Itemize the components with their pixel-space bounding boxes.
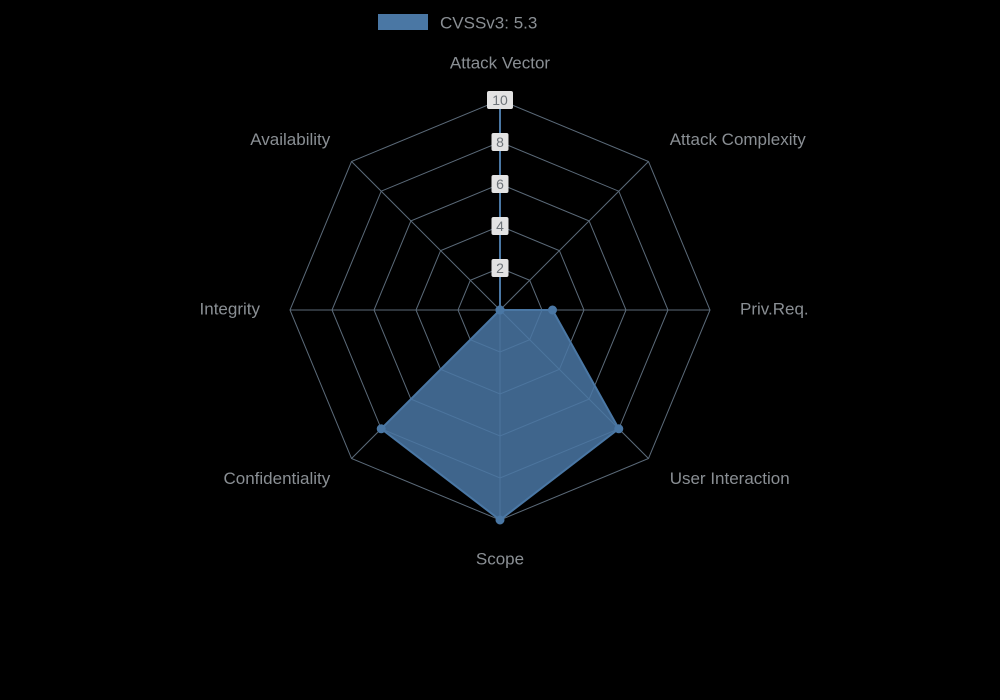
axis-label: Attack Complexity: [670, 130, 807, 149]
chart-legend: CVSSv3: 5.3: [378, 13, 537, 32]
tick-label: 10: [492, 92, 508, 108]
tick-label: 6: [496, 176, 504, 192]
axis-label: Availability: [250, 130, 331, 149]
tick-label: 8: [496, 134, 504, 150]
cvss-radar-chart: 2 4 6 8 10 Attack Vector Attack Complexity Priv…: [0, 0, 1000, 700]
axis-label: Scope: [476, 549, 524, 568]
axis-label: User Interaction: [670, 469, 790, 488]
legend-swatch: [378, 14, 428, 30]
axis-label: Priv.Req.: [740, 299, 809, 318]
legend-label: CVSSv3: 5.3: [440, 13, 537, 32]
axis-label: Attack Vector: [450, 53, 550, 72]
axis-label: Integrity: [200, 299, 261, 318]
tick-label: 4: [496, 218, 504, 234]
axis-label: Confidentiality: [224, 469, 331, 488]
tick-label: 2: [496, 260, 504, 276]
